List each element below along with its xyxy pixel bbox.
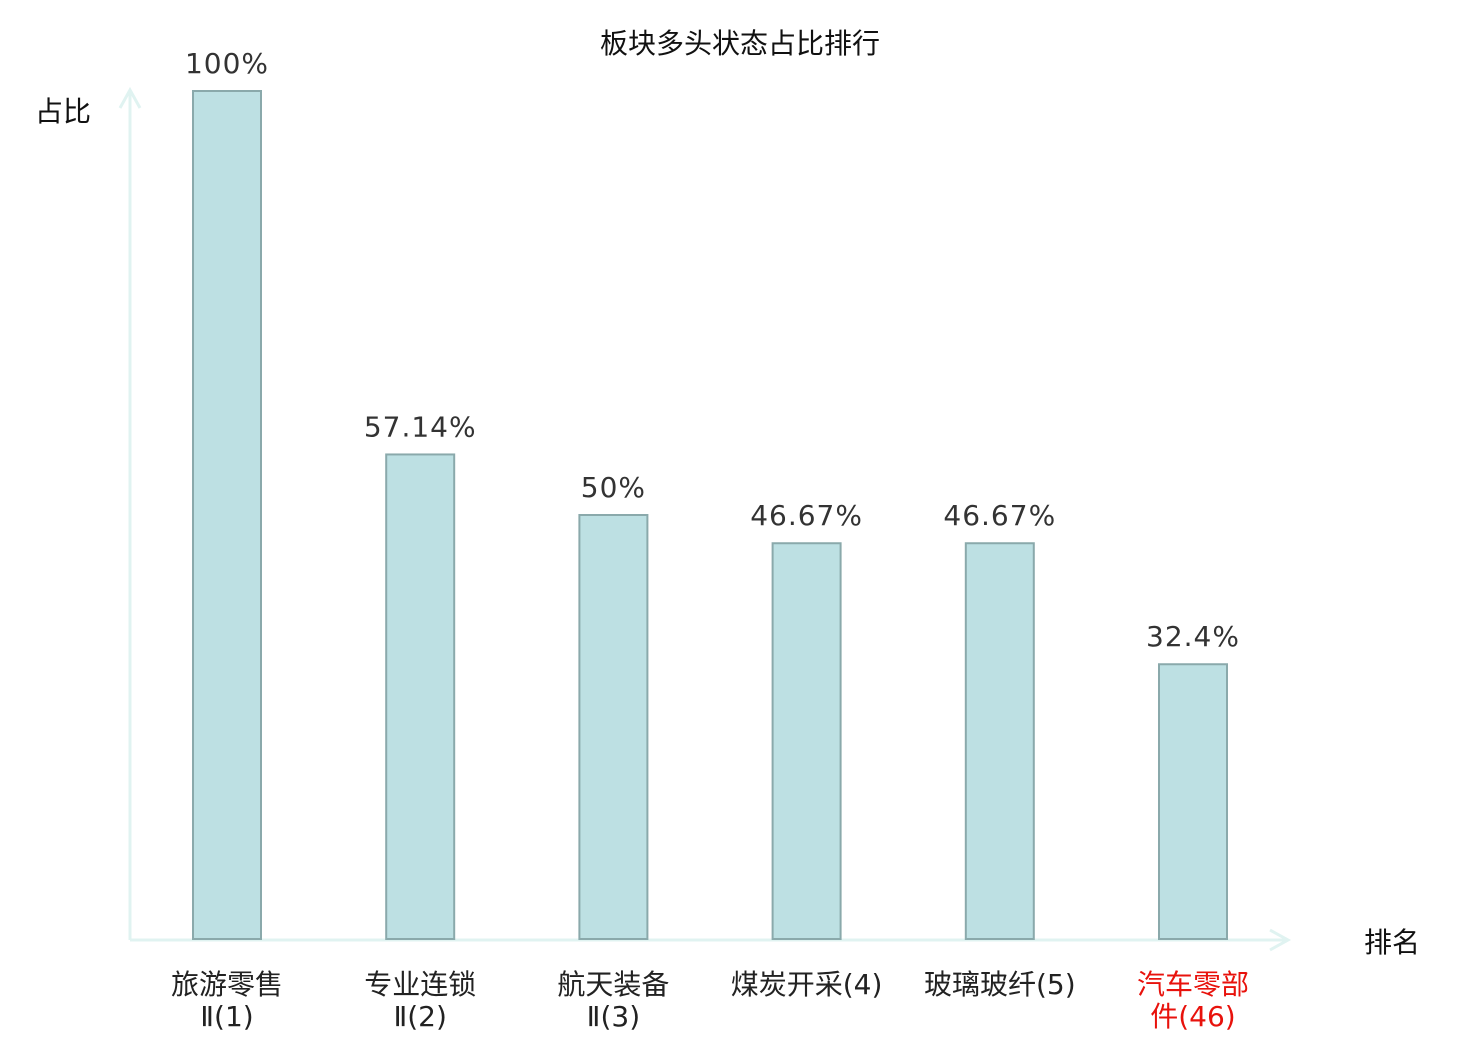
chart-title: 板块多头状态占比排行 <box>600 27 880 60</box>
x-tick-label: 汽车零部 <box>1137 968 1249 1001</box>
x-tick-label: Ⅱ(3) <box>587 1000 640 1033</box>
x-tick-label: 玻璃玻纤(5) <box>924 968 1076 1001</box>
x-axis-label: 排名 <box>1364 926 1420 959</box>
data-label: 46.67% <box>750 499 863 532</box>
x-tick-label: 航天装备 <box>557 968 669 1001</box>
x-tick-label: 煤炭开采(4) <box>731 968 883 1001</box>
bar <box>385 453 456 940</box>
data-label: 57.14% <box>364 410 477 443</box>
x-tick-label: Ⅱ(2) <box>393 1000 446 1033</box>
data-label: 46.67% <box>943 499 1056 532</box>
data-label: 32.4% <box>1146 620 1240 653</box>
bar <box>192 90 262 940</box>
x-tick-label: 专业连锁 <box>364 968 476 1001</box>
y-axis <box>118 86 142 940</box>
bar <box>964 542 1035 940</box>
x-tick-label: 件(46) <box>1150 1000 1235 1033</box>
bar <box>771 542 842 940</box>
data-label: 100% <box>185 47 269 80</box>
data-label: 50% <box>581 471 646 504</box>
bar <box>578 514 649 940</box>
x-axis <box>130 928 1292 952</box>
y-axis-label: 占比 <box>35 95 91 128</box>
bar <box>1158 663 1228 940</box>
x-tick-label: 旅游零售 <box>171 968 283 1001</box>
x-tick-label: Ⅱ(1) <box>200 1000 253 1033</box>
